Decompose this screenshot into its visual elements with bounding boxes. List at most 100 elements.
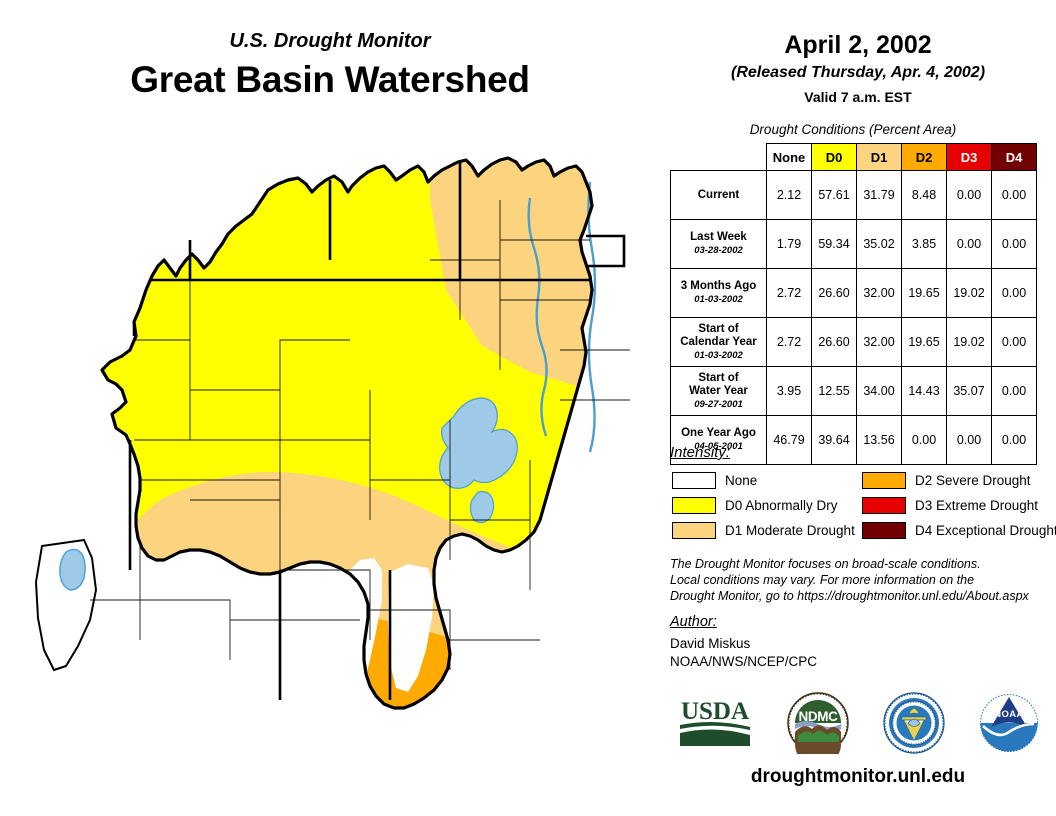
- table-header-row: None D0 D1 D2 D3 D4: [671, 143, 1037, 171]
- author-name: David Miskus: [670, 636, 751, 651]
- table-row: Current 2.12 57.61 31.79 8.48 0.00 0.00: [670, 170, 1037, 220]
- legend-item: D2 Severe Drought: [862, 468, 1056, 493]
- map-watershed-outline: [100, 156, 594, 710]
- logo-row: USDA NDMC NOAA: [660, 690, 1056, 756]
- table-header-d3: D3: [946, 143, 992, 171]
- map-none-region: [34, 538, 98, 672]
- cell-d3: 19.02: [946, 317, 992, 367]
- legend-label: None: [725, 473, 758, 488]
- cell-none: 2.72: [766, 317, 812, 367]
- cell-none: 1.79: [766, 219, 812, 269]
- legend-column-right: D2 Severe Drought D3 Extreme Drought D4 Ex…: [862, 468, 1056, 543]
- cell-d0: 39.64: [811, 415, 857, 465]
- cell-d0: 12.55: [811, 366, 857, 416]
- table-header-d0: D0: [811, 143, 857, 171]
- table-header-none: None: [766, 143, 812, 171]
- valid-time: Valid 7 a.m. EST: [804, 89, 912, 105]
- footer-url: droughtmonitor.unl.edu: [750, 766, 966, 787]
- cell-d2: 3.85: [901, 219, 947, 269]
- legend-item: D1 Moderate Drought: [672, 518, 855, 543]
- legend-label: D4 Exceptional Drought: [915, 523, 1056, 538]
- drought-conditions-table: None D0 D1 D2 D3 D4 Current 2.12 57.61 31.79 8.48…: [670, 143, 1037, 465]
- svg-text:NOAA: NOAA: [994, 709, 1024, 720]
- legend-swatch-left-0: [672, 472, 716, 489]
- cell-d1: 34.00: [856, 366, 902, 416]
- row-label: Current: [670, 170, 767, 220]
- table-header-d4: D4: [991, 143, 1037, 171]
- table-row: Start of Calendar Year 01-03-2002 2.72 26.60…: [670, 317, 1037, 367]
- row-label: 3 Months Ago 01-03-2002: [670, 268, 767, 318]
- row-label-date: 01-03-2002: [694, 294, 743, 305]
- cell-d1: 32.00: [856, 317, 902, 367]
- map-container: [30, 140, 650, 780]
- cell-none: 3.95: [766, 366, 812, 416]
- table-row: Last Week 03-28-2002 1.79 59.34 35.02 3.85 0.0…: [670, 219, 1037, 269]
- table-body: Current 2.12 57.61 31.79 8.48 0.00 0.00 Last We…: [670, 170, 1037, 465]
- cell-d4: 0.00: [991, 219, 1037, 269]
- legend-label: D2 Severe Drought: [915, 473, 1031, 488]
- legend-label: D3 Extreme Drought: [915, 498, 1039, 513]
- legend-swatch-right-1: [862, 497, 906, 514]
- program-title: U.S. Drought Monitor: [229, 30, 431, 52]
- disclaimer-line-1: The Drought Monitor focuses on broad-sca…: [670, 557, 981, 571]
- cell-d4: 0.00: [991, 415, 1037, 465]
- legend-swatch-right-0: [862, 472, 906, 489]
- usda-logo: USDA: [680, 698, 750, 746]
- legend-item: None: [672, 468, 855, 493]
- legend-label: D1 Moderate Drought: [725, 523, 855, 538]
- map-interior-gap: [338, 558, 434, 700]
- author-affiliation: NOAA/NWS/NCEP/CPC: [670, 654, 818, 669]
- cell-d3: 0.00: [946, 219, 992, 269]
- cell-d3: 0.00: [946, 170, 992, 220]
- cell-d3: 35.07: [946, 366, 992, 416]
- svg-text:USDA: USDA: [681, 698, 749, 725]
- ndmc-logo: NDMC: [787, 692, 849, 754]
- cell-none: 2.12: [766, 170, 812, 220]
- valid-date: April 2, 2002: [784, 31, 932, 59]
- disclaimer-line-2: Local conditions may vary. For more info…: [670, 573, 975, 587]
- page-title: Great Basin Watershed: [130, 59, 530, 100]
- disclaimer-line-3: Drought Monitor, go to https://droughtmo…: [670, 589, 1029, 603]
- cell-d0: 26.60: [811, 268, 857, 318]
- row-label: Start of Water Year 09-27-2001: [670, 366, 767, 416]
- cell-d2: 0.00: [901, 415, 947, 465]
- legend-column-left: None D0 Abnormally Dry D1 Moderate Drought: [672, 468, 855, 543]
- legend-item: D3 Extreme Drought: [862, 493, 1056, 518]
- cell-d3: 0.00: [946, 415, 992, 465]
- author-heading: Author:: [670, 614, 717, 630]
- legend-item: D4 Exceptional Drought: [862, 518, 1056, 543]
- great-basin-watershed-drought-map: [30, 140, 650, 780]
- title-block: U.S. Drought Monitor Great Basin Watersh…: [0, 28, 660, 103]
- svg-text:NDMC: NDMC: [799, 709, 839, 724]
- disclaimer-text: The Drought Monitor focuses on broad-sca…: [670, 556, 1050, 604]
- legend-label: D0 Abnormally Dry: [725, 498, 838, 513]
- row-label: Last Week 03-28-2002: [670, 219, 767, 269]
- cell-d2: 19.65: [901, 268, 947, 318]
- noaa-logo: NOAA: [980, 694, 1038, 752]
- legend-swatch-right-2: [862, 522, 906, 539]
- row-label-date: 01-03-2002: [694, 349, 743, 361]
- legend-swatch-left-2: [672, 522, 716, 539]
- cell-d0: 57.61: [811, 170, 857, 220]
- cell-d2: 8.48: [901, 170, 947, 220]
- cell-d1: 35.02: [856, 219, 902, 269]
- row-label: Start of Calendar Year 01-03-2002: [670, 317, 767, 367]
- table-row: One Year Ago 04-05-2001 46.79 39.64 13.56 0.0…: [670, 415, 1037, 465]
- row-label-date: 09-27-2001: [694, 398, 743, 410]
- table-header-d1: D1: [856, 143, 902, 171]
- table-row: 3 Months Ago 01-03-2002 2.72 26.60 32.00 19.6…: [670, 268, 1037, 318]
- date-block: April 2, 2002 (Released Thursday, Apr. 4…: [660, 30, 1056, 107]
- cell-d1: 32.00: [856, 268, 902, 318]
- row-label: One Year Ago 04-05-2001: [670, 415, 767, 465]
- usda-seal-logo: [883, 692, 945, 754]
- cell-d0: 59.34: [811, 219, 857, 269]
- cell-d1: 31.79: [856, 170, 902, 220]
- cell-none: 46.79: [766, 415, 812, 465]
- table-header-d2: D2: [901, 143, 947, 171]
- cell-d0: 26.60: [811, 317, 857, 367]
- table-caption: Drought Conditions (Percent Area): [749, 122, 957, 137]
- cell-d1: 13.56: [856, 415, 902, 465]
- cell-d4: 0.00: [991, 170, 1037, 220]
- row-label-date: 03-28-2002: [694, 245, 743, 256]
- cell-d4: 0.00: [991, 366, 1037, 416]
